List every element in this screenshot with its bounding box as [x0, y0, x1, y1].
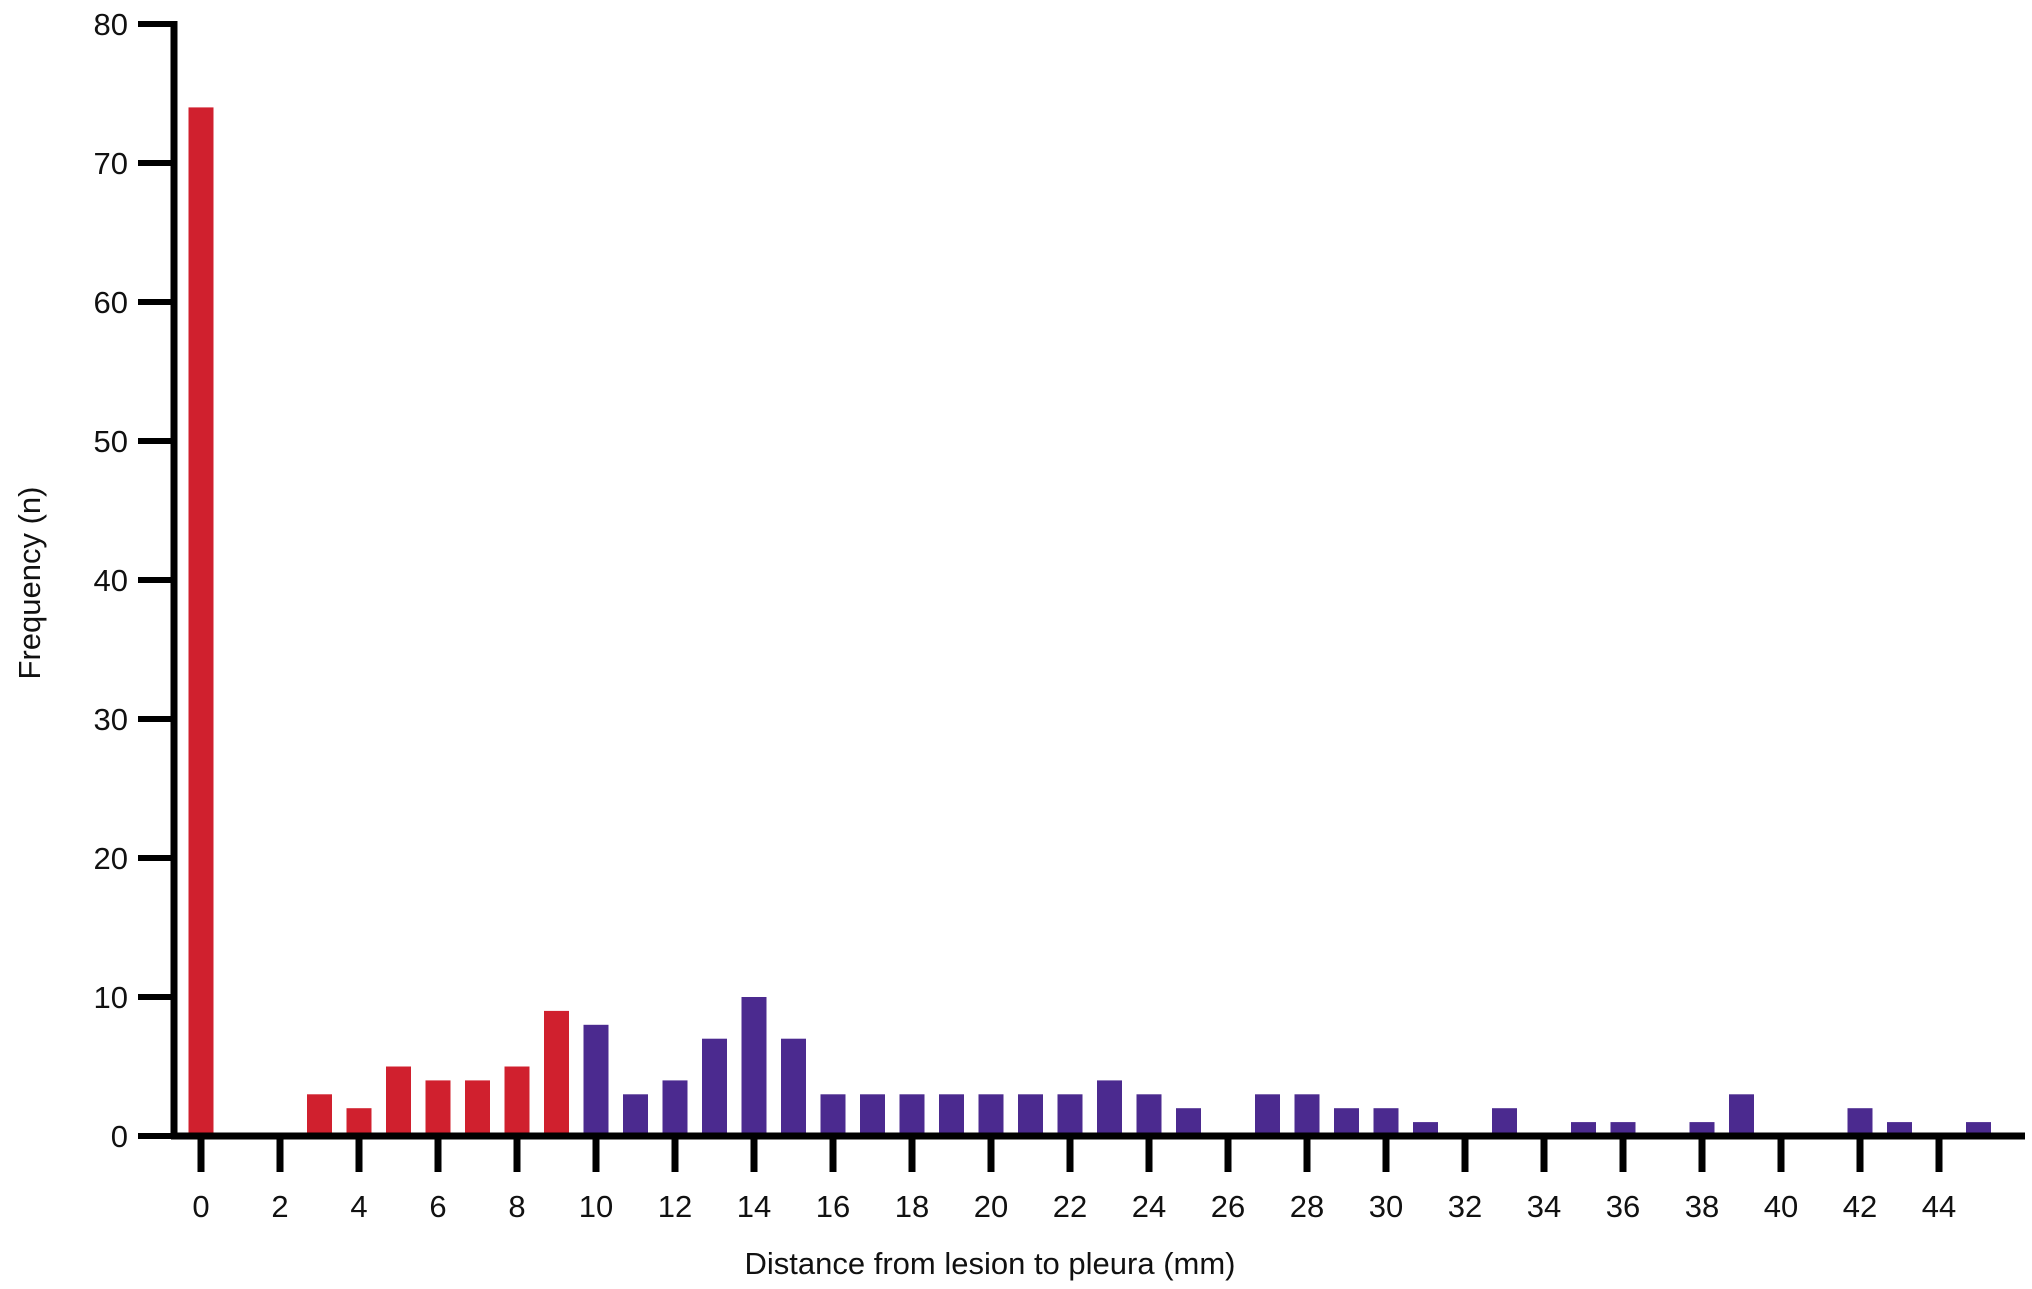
bar-21: [1018, 1094, 1043, 1136]
x-axis-title: Distance from lesion to pleura (mm): [745, 1246, 1236, 1281]
y-tick-label-0: 0: [111, 1119, 128, 1154]
x-tick-label-18: 18: [895, 1189, 929, 1224]
x-tick-label-32: 32: [1448, 1189, 1482, 1224]
x-tick-label-30: 30: [1369, 1189, 1403, 1224]
y-tick-label-40: 40: [94, 563, 128, 598]
bar-5: [386, 1066, 411, 1136]
x-tick-label-12: 12: [658, 1189, 692, 1224]
x-tick-label-26: 26: [1211, 1189, 1245, 1224]
y-tick-label-70: 70: [94, 146, 128, 181]
x-tick-label-8: 8: [508, 1189, 525, 1224]
x-tick-label-24: 24: [1132, 1189, 1166, 1224]
axes-group: [170, 21, 2025, 1140]
x-tick-label-40: 40: [1764, 1189, 1798, 1224]
x-tick-label-14: 14: [737, 1189, 771, 1224]
x-tick-label-38: 38: [1685, 1189, 1719, 1224]
bar-29: [1334, 1108, 1359, 1136]
bar-10: [583, 1024, 609, 1136]
x-tick-label-6: 6: [429, 1189, 446, 1224]
x-tick-label-10: 10: [579, 1189, 613, 1224]
bar-7: [465, 1080, 490, 1136]
x-tick-label-2: 2: [271, 1189, 288, 1224]
bar-23: [1097, 1080, 1122, 1136]
y-tick-label-80: 80: [94, 7, 128, 42]
bar-22: [1057, 1094, 1083, 1136]
x-tick-label-0: 0: [192, 1189, 209, 1224]
bar-42: [1847, 1108, 1873, 1136]
x-tick-label-42: 42: [1843, 1189, 1877, 1224]
bar-19: [939, 1094, 964, 1136]
x-tick-label-36: 36: [1606, 1189, 1640, 1224]
bar-13: [702, 1038, 727, 1136]
x-tick-label-44: 44: [1922, 1189, 1956, 1224]
x-tick-label-20: 20: [974, 1189, 1008, 1224]
bar-16: [820, 1094, 846, 1136]
bar-15: [781, 1038, 806, 1136]
bar-39: [1729, 1094, 1754, 1136]
x-tick-label-22: 22: [1053, 1189, 1087, 1224]
bar-6: [425, 1080, 451, 1136]
bar-28: [1294, 1094, 1320, 1136]
bar-0: [188, 107, 214, 1136]
y-tick-label-50: 50: [94, 424, 128, 459]
y-tick-label-30: 30: [94, 702, 128, 737]
bar-24: [1136, 1094, 1162, 1136]
x-tick-label-28: 28: [1290, 1189, 1324, 1224]
bar-14: [741, 997, 767, 1136]
bar-17: [860, 1094, 885, 1136]
bar-9: [544, 1010, 569, 1136]
x-tick-label-34: 34: [1527, 1189, 1561, 1224]
bar-27: [1255, 1094, 1280, 1136]
x-tick-label-16: 16: [816, 1189, 850, 1224]
bars-group: [188, 107, 1991, 1136]
bar-18: [899, 1094, 925, 1136]
bar-12: [662, 1080, 688, 1136]
bar-4: [346, 1108, 372, 1136]
y-ticks-group: 0 10 20 30 40 50 60 70 80: [94, 7, 174, 1154]
x-ticks-group: 0 2 4 6 8 10 12 14 16 18 20 22 24 26 28 30 32 34 36 38 40 42 4…: [192, 1136, 1956, 1224]
bar-30: [1373, 1108, 1399, 1136]
y-tick-label-20: 20: [94, 841, 128, 876]
bar-8: [504, 1066, 530, 1136]
y-axis-title: Frequency (n): [12, 487, 47, 680]
bar-20: [978, 1094, 1004, 1136]
y-tick-label-10: 10: [94, 980, 128, 1015]
bar-33: [1492, 1108, 1517, 1136]
bar-25: [1176, 1108, 1201, 1136]
bar-3: [307, 1094, 332, 1136]
bar-11: [623, 1094, 648, 1136]
y-tick-label-60: 60: [94, 285, 128, 320]
x-tick-label-4: 4: [350, 1189, 367, 1224]
